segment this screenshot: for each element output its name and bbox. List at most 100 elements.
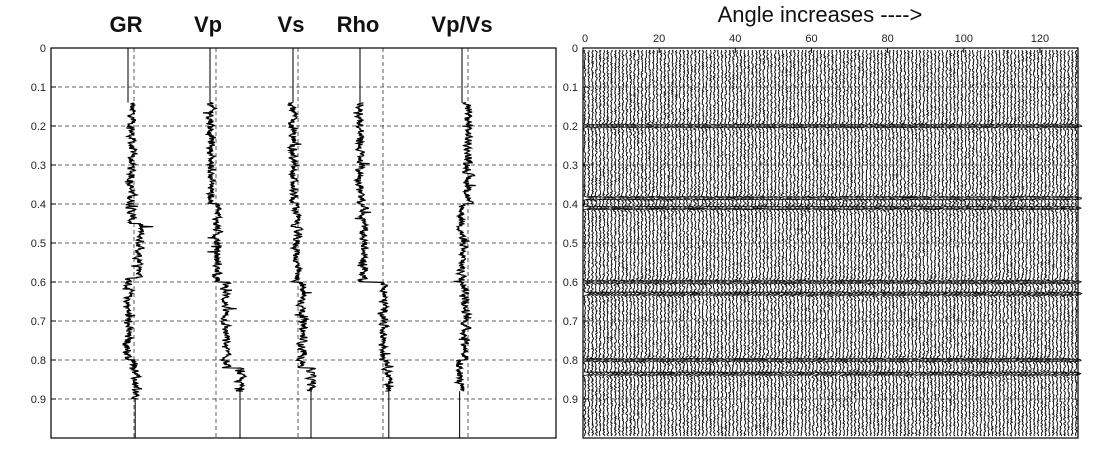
- seismic-trace: [810, 49, 821, 437]
- seismic-trace: [768, 49, 780, 437]
- y-tick-label: 0.5: [563, 238, 578, 250]
- seismic-trace: [852, 49, 864, 437]
- seismic-trace: [753, 49, 764, 437]
- seismic-trace: [677, 49, 688, 437]
- x-tick-label: 60: [805, 33, 817, 45]
- seismic-trace: [586, 49, 596, 437]
- seismic-trace: [746, 49, 757, 437]
- y-tick-label: 0.6: [31, 277, 46, 289]
- seismic-trace: [1068, 49, 1081, 437]
- x-tick-label: 120: [1031, 33, 1049, 45]
- seismic-trace: [928, 49, 939, 437]
- track-title-vs: Vs: [278, 12, 305, 37]
- y-tick-label: 0.3: [31, 160, 46, 172]
- seismic-trace: [795, 49, 806, 437]
- seismic-trace: [837, 49, 848, 437]
- log-curve-gr: [121, 102, 154, 400]
- seismic-trace: [760, 49, 772, 437]
- track-title-vp: Vp: [194, 12, 222, 37]
- seismic-trace: [635, 49, 646, 437]
- x-tick-label: 0: [582, 33, 588, 45]
- seismic-trace: [905, 50, 917, 437]
- y-tick-label: 0: [572, 43, 578, 55]
- seismic-trace: [1027, 49, 1039, 437]
- track-title-vp-vs: Vp/Vs: [431, 12, 492, 37]
- seismic-trace: [977, 49, 989, 437]
- y-tick-label: 0.4: [563, 199, 578, 211]
- seismic-trace: [886, 49, 898, 437]
- well-log-grid: [51, 48, 556, 438]
- log-curve-vs: [286, 102, 317, 392]
- x-tick-label: 100: [955, 33, 973, 45]
- seismic-trace: [685, 49, 696, 437]
- angle-gather-x-ticks: 0 20 40 60 80 100 120: [582, 33, 1049, 53]
- log-curve-vp: [202, 102, 248, 392]
- seismic-trace: [828, 49, 840, 437]
- seismic-trace: [612, 49, 623, 437]
- seismic-trace: [1004, 49, 1015, 437]
- y-tick-label: 0.2: [563, 121, 578, 133]
- seismic-trace: [1012, 49, 1023, 437]
- seismic-trace: [703, 49, 714, 437]
- y-tick-label: 0.9: [31, 394, 46, 406]
- angle-gather-panel: 0 20 40 60 80 100 120 0 0.1 0.2 0.3 0.4 0.5 0.6 0.7 0.…: [563, 2, 1083, 439]
- y-tick-label: 0.9: [563, 394, 578, 406]
- seismic-trace: [936, 49, 947, 437]
- angle-gather-grid: [583, 86, 1078, 400]
- seismic-trace: [738, 49, 749, 437]
- log-curve-vp-vs: [453, 102, 476, 392]
- seismic-trace: [711, 49, 721, 437]
- angle-gather-title: Angle increases ---->: [718, 2, 923, 27]
- y-tick-label: 0.3: [563, 160, 578, 172]
- log-track-titles: GR Vp Vs Rho Vp/Vs: [110, 12, 493, 37]
- well-log-y-ticks: 0 0.1 0.2 0.3 0.4 0.5 0.6 0.7 0.8 0.9: [31, 43, 56, 406]
- log-curves: [121, 102, 476, 400]
- seismic-trace: [661, 49, 673, 437]
- seismic-trace: [970, 49, 982, 437]
- seismic-trace: [985, 50, 996, 437]
- seismic-trace: [726, 49, 738, 437]
- y-tick-label: 0.1: [31, 82, 46, 94]
- x-tick-label: 20: [653, 33, 665, 45]
- seismic-trace: [650, 49, 662, 437]
- seismic-trace: [601, 49, 611, 437]
- y-tick-label: 0.1: [563, 82, 578, 94]
- seismic-trace: [1019, 49, 1031, 437]
- seismic-trace: [733, 49, 745, 437]
- seismic-trace: [593, 49, 604, 437]
- angle-gather-y-ticks: 0 0.1 0.2 0.3 0.4 0.5 0.6 0.7 0.8 0.9: [563, 43, 588, 406]
- log-curve-rho: [353, 102, 395, 392]
- seismic-trace: [955, 49, 966, 437]
- y-tick-label: 0.8: [31, 355, 46, 367]
- well-log-panel: 0 0.1 0.2 0.3 0.4 0.5 0.6 0.7 0.8 0.9 GR Vp Vs Rho Vp…: [31, 12, 557, 439]
- y-tick-label: 0.7: [31, 316, 46, 328]
- track-title-rho: Rho: [337, 12, 380, 37]
- seismic-traces: [581, 49, 1083, 437]
- seismic-trace: [620, 49, 631, 437]
- x-tick-label: 80: [881, 33, 893, 45]
- y-tick-label: 0: [40, 43, 46, 55]
- track-title-gr: GR: [110, 12, 143, 37]
- seismic-trace: [1046, 49, 1057, 437]
- y-tick-label: 0.6: [563, 277, 578, 289]
- x-tick-label: 40: [729, 33, 741, 45]
- seismic-trace: [803, 49, 814, 437]
- y-tick-label: 0.8: [563, 355, 578, 367]
- seismic-trace: [943, 49, 955, 437]
- seismic-trace: [1053, 49, 1065, 437]
- y-tick-label: 0.2: [31, 121, 46, 133]
- seismic-trace: [867, 49, 879, 437]
- y-tick-label: 0.5: [31, 238, 46, 250]
- log-reference-lines: [127, 48, 463, 438]
- seismic-trace: [669, 49, 681, 437]
- y-tick-label: 0.4: [31, 199, 46, 211]
- seismic-trace: [719, 49, 730, 437]
- seismic-trace: [844, 49, 855, 437]
- seismic-trace: [817, 49, 828, 437]
- seismic-trace: [920, 49, 931, 437]
- seismic-trace: [604, 49, 616, 437]
- y-tick-label: 0.7: [563, 316, 578, 328]
- seismic-trace: [871, 49, 882, 437]
- seismic-trace: [1061, 49, 1073, 437]
